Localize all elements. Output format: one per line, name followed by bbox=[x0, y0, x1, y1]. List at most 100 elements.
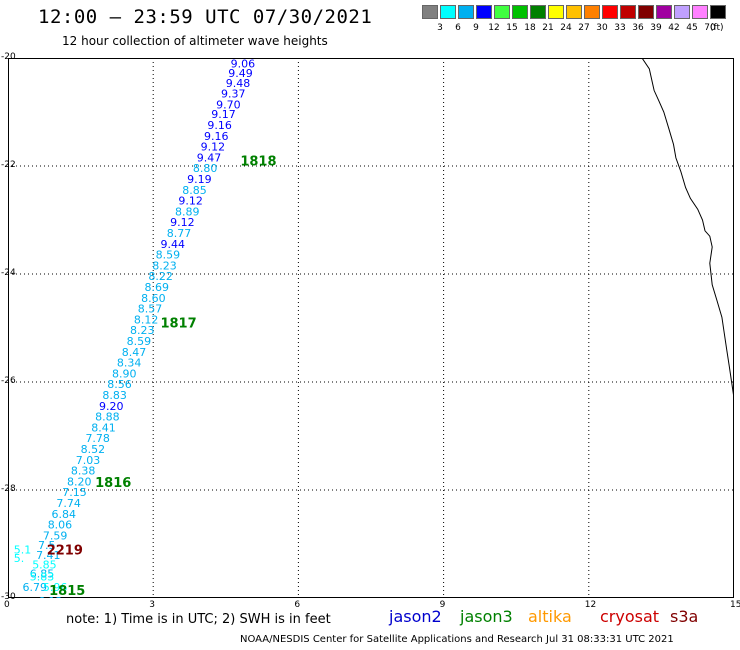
legend-swatch bbox=[692, 5, 708, 19]
map-title: 12:00 – 23:59 UTC 07/30/2021 bbox=[38, 6, 373, 28]
legend-swatch bbox=[548, 5, 564, 19]
legend-swatch bbox=[620, 5, 636, 19]
legend-swatch bbox=[512, 5, 528, 19]
lat-lon-grid bbox=[8, 58, 734, 598]
swh-value: 8.23 bbox=[130, 324, 155, 337]
legend-unit: (ft) bbox=[710, 23, 724, 33]
footer-credit: NOAA/NESDIS Center for Satellite Applica… bbox=[240, 634, 674, 645]
swh-value: 9.20 bbox=[99, 400, 124, 413]
satellite-s3a: s3a bbox=[670, 607, 699, 626]
swh-value: 8.38 bbox=[71, 465, 96, 478]
y-tick-label: -24 bbox=[1, 268, 16, 278]
swh-value: 8.22 bbox=[148, 270, 173, 283]
legend-swatch bbox=[584, 5, 600, 19]
swh-value: 9.16 bbox=[204, 130, 229, 143]
swh-value: 5.1 bbox=[14, 543, 32, 556]
pass-number: 1815 bbox=[49, 584, 85, 598]
legend-swatch bbox=[638, 5, 654, 19]
swh-value: 8.89 bbox=[175, 205, 200, 218]
x-tick-label: 0 bbox=[4, 600, 10, 610]
swh-value: 8.34 bbox=[117, 357, 141, 370]
legend-label: 9 bbox=[473, 23, 479, 33]
legend-label: 18 bbox=[524, 23, 536, 33]
legend-label: 12 bbox=[488, 23, 500, 33]
pass-labels: 1818 1817 1816 2219 1815 bbox=[47, 155, 277, 598]
swh-value: 8.69 bbox=[144, 281, 169, 294]
legend-label: 3 bbox=[437, 23, 443, 33]
y-tick-label: -30 bbox=[1, 592, 16, 602]
y-tick-label: -26 bbox=[1, 376, 16, 386]
pass-number: 1816 bbox=[95, 476, 131, 491]
map-frame bbox=[8, 58, 734, 598]
swh-value: 9.12 bbox=[170, 216, 195, 229]
satellite-cryosat: cryosat bbox=[600, 607, 660, 626]
legend-swatch bbox=[476, 5, 492, 19]
swh-value: 8.20 bbox=[67, 475, 92, 488]
swh-value: 9.48 bbox=[226, 77, 251, 90]
y-tick-label: -22 bbox=[1, 160, 16, 170]
swh-value: 9.12 bbox=[201, 141, 226, 154]
swh-value: 9.17 bbox=[211, 108, 236, 121]
swh-value: 9.49 bbox=[228, 67, 253, 80]
swh-value: 8.56 bbox=[107, 378, 132, 391]
swh-value: 9.12 bbox=[178, 195, 203, 208]
pass-number: 2219 bbox=[47, 543, 83, 558]
swh-value: 8.77 bbox=[167, 227, 192, 240]
legend-label: 21 bbox=[542, 23, 554, 33]
swh-value: 8.90 bbox=[112, 367, 137, 380]
wave-height-track: 9.069.499.489.379.709.179.169.169.129.47… bbox=[14, 58, 255, 598]
coastline bbox=[641, 58, 734, 404]
legend-label: 70 bbox=[704, 23, 716, 33]
legend-label: 27 bbox=[578, 23, 590, 33]
swh-value: 6.79 bbox=[23, 581, 48, 594]
swh-value: 7.41 bbox=[36, 549, 61, 562]
swh-value: 5.85 bbox=[32, 559, 57, 572]
swh-value: 8.59 bbox=[127, 335, 152, 348]
swh-value: 9.70 bbox=[216, 98, 241, 111]
swh-value: 8.41 bbox=[91, 421, 116, 434]
legend-swatch bbox=[440, 5, 456, 19]
satellite-jason2: jason2 bbox=[389, 607, 442, 626]
x-tick-label: 9 bbox=[439, 600, 446, 610]
legend-label: 6 bbox=[455, 23, 461, 33]
swh-value: 8.23 bbox=[152, 259, 177, 272]
swh-value: 5.83 bbox=[30, 570, 54, 583]
swh-value: 7.74 bbox=[56, 497, 81, 510]
swh-value: 8.57 bbox=[138, 303, 163, 316]
legend-label: 33 bbox=[614, 23, 626, 33]
x-tick-label: 3 bbox=[149, 600, 155, 610]
legend-swatch bbox=[566, 5, 582, 19]
satellite-jason3: jason3 bbox=[460, 607, 513, 626]
legend-label: 36 bbox=[632, 23, 644, 33]
swh-value: 6.85 bbox=[30, 568, 54, 581]
legend-label: 15 bbox=[506, 23, 518, 33]
swh-value: 6.12 bbox=[38, 595, 63, 598]
swh-value: 7.5 bbox=[38, 539, 56, 552]
legend-label: 30 bbox=[596, 23, 608, 33]
swh-value: 9.44 bbox=[160, 238, 185, 251]
swh-value: 7.15 bbox=[62, 486, 87, 499]
swh-value: 5.96 bbox=[43, 581, 68, 594]
swh-value: 8.83 bbox=[102, 389, 127, 402]
legend-label: 45 bbox=[686, 23, 698, 33]
swh-value: 8.52 bbox=[81, 443, 106, 456]
legend-label: 24 bbox=[560, 23, 572, 33]
legend-swatch bbox=[710, 5, 726, 19]
wave-height-legend: 3 6 9 12 15 18 21 24 27 30 33 36 39 42 45 70 (ft) bbox=[422, 5, 728, 35]
swh-value: 8.12 bbox=[134, 313, 159, 326]
legend-swatch bbox=[422, 5, 438, 19]
swh-value: 8.88 bbox=[95, 411, 120, 424]
swh-value: 8.60 bbox=[141, 292, 166, 305]
swh-value: 9.37 bbox=[221, 88, 246, 101]
swh-value: 8.85 bbox=[182, 184, 207, 197]
legend-label: 39 bbox=[650, 23, 662, 33]
swh-value: 7.59 bbox=[43, 529, 68, 542]
swh-value: 8.80 bbox=[193, 162, 218, 175]
altimeter-map: 9.069.499.489.379.709.179.169.169.129.47… bbox=[8, 58, 734, 598]
swh-value: 8.47 bbox=[122, 346, 146, 359]
swh-value: 8.06 bbox=[48, 519, 73, 532]
note-text: note: 1) Time is in UTC; 2) SWH is in fe… bbox=[66, 612, 331, 627]
y-tick-label: -28 bbox=[1, 484, 16, 494]
satellite-altika: altika bbox=[528, 607, 572, 626]
swh-value: 7.03 bbox=[76, 454, 101, 467]
